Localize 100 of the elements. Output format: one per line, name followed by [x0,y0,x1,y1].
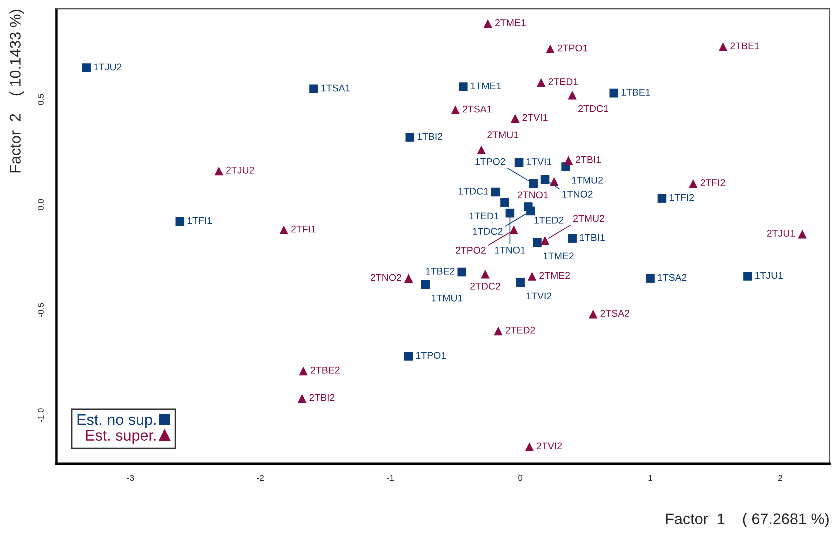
annotation: 2TED1 [548,78,578,86]
x-tick-label: -2 [257,475,264,481]
legend-label: Est. super. [86,430,156,444]
annotation: 1TPO2 [476,158,506,166]
annotation: 1TSA2 [658,274,687,282]
annotation: 2TDC2 [470,282,500,290]
point [536,78,546,88]
point [406,133,415,142]
annotation: 2TJU1 [767,230,796,237]
annotation: 1TMU2 [572,176,603,184]
y-tick-label: 0.0 [38,199,44,210]
point [525,442,534,452]
annotation: 1TSA1 [322,84,350,92]
annotation: 2TJU2 [226,166,254,174]
annotation: 2TDC1 [578,105,608,112]
annotation: 2TVI2 [537,442,562,450]
annotation: 2TBI2 [310,394,335,402]
point [528,272,537,281]
point [689,179,698,188]
point [492,188,500,197]
y-tick-label: -0.5 [38,303,44,317]
point [588,310,598,319]
x-tick-label: 0 [518,475,523,482]
point [458,268,467,277]
point [280,226,288,235]
annotation: 2TMU1 [488,132,519,139]
point [404,274,414,283]
annotation: 1TME1 [471,82,502,90]
annotation: 2TED2 [506,326,536,334]
annotation: 2TFI2 [700,180,726,186]
point [214,166,224,176]
legend-label: Est. no sup. [78,414,156,428]
point [459,82,468,92]
annotation: 2TPO2 [456,247,486,254]
point [658,194,667,203]
point [533,238,542,248]
point [298,394,307,403]
point [404,352,414,361]
annotation: 2TFI1 [292,226,316,233]
y-tick-label: -1.0 [38,408,44,422]
point [477,146,486,155]
annotation: 2TSA1 [463,106,492,113]
annotation: 2TBE1 [730,42,760,50]
annotation: 2TME1 [496,20,526,26]
point [510,114,520,123]
point [82,64,91,72]
annotation: 1TED1 [470,212,499,220]
annotation: 1TDC2 [473,228,503,236]
point [526,206,536,216]
point [744,272,752,281]
point [421,280,430,290]
point [516,278,525,288]
point [546,44,555,54]
point [481,270,490,279]
point [718,42,728,52]
annotation: 1TJU1 [756,272,784,280]
annotation: 1TNO2 [562,190,593,198]
point [510,226,518,235]
annotation: 2TNO1 [518,192,548,199]
annotation: 1TVI2 [526,292,552,300]
point [564,156,574,166]
point [451,106,460,115]
point [506,208,515,218]
annotation: 1TJU2 [94,64,122,71]
point [610,88,619,98]
x-tick-label: -3 [127,475,134,482]
point [484,19,492,28]
annotation: 1TBE1 [622,89,650,96]
point [540,236,550,246]
annotation: 2TPO1 [558,44,588,52]
x-tick-label: 1 [648,475,652,481]
annotation: 1TFI2 [670,194,694,202]
annotation: 1TBE2 [426,268,455,275]
annotation: 1TDC1 [458,188,488,195]
annotation: 1TED2 [534,216,564,224]
annotation: 2TSA2 [600,310,630,317]
point [568,234,577,243]
annotation: 1TVI1 [526,158,552,166]
point [514,158,524,168]
annotation: 1TBI2 [418,133,443,140]
y-tick-label: 0.5 [38,94,44,106]
annotation: 2TNO2 [371,274,402,282]
annotation: 2TBI1 [576,156,602,164]
point [299,366,308,376]
annotation: 1TBI1 [580,234,605,242]
point [798,230,807,239]
annotation: 1TPO1 [416,352,446,360]
annotation: 2TVI1 [522,114,548,122]
annotation: 1TNO1 [495,246,526,254]
point [568,91,577,100]
point [500,198,510,208]
point [176,217,185,226]
point [550,177,559,186]
annotation: 2TME2 [540,272,570,279]
annotation: 1TFI1 [188,218,212,224]
point [310,84,318,94]
annotation: 2TMU2 [574,215,604,222]
annotation: 2TBE2 [311,366,340,374]
point [646,274,655,283]
x-axis-title: Factor 1 ( 67.2681 %) [666,513,829,528]
